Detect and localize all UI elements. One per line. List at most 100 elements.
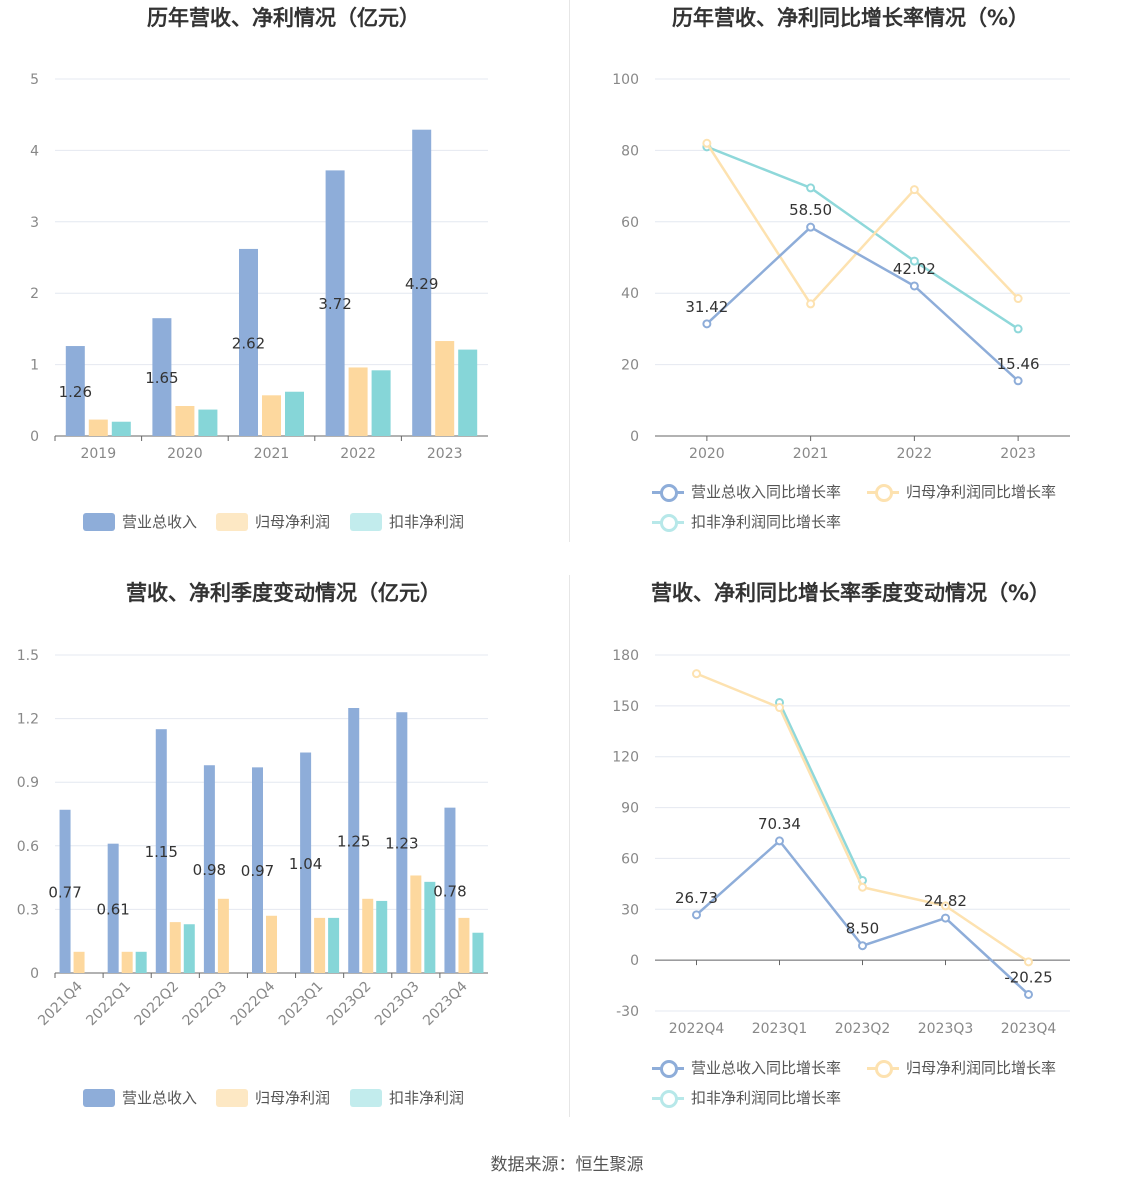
bar bbox=[152, 318, 172, 436]
y-tick-label: 60 bbox=[621, 851, 639, 867]
data-label: 4.29 bbox=[405, 275, 438, 293]
data-label: 42.02 bbox=[893, 260, 936, 278]
panel-divider-bottom bbox=[569, 575, 570, 1117]
y-tick-label: 0 bbox=[630, 953, 639, 969]
legend-item-revenue-growth[interactable]: 营业总收入同比增长率 bbox=[652, 1057, 841, 1078]
bar bbox=[458, 349, 478, 436]
y-tick-label: 60 bbox=[621, 215, 639, 231]
legend-item-deducted-growth[interactable]: 扣非净利润同比增长率 bbox=[652, 511, 841, 532]
legend-swatch bbox=[83, 1088, 115, 1107]
data-label: 1.04 bbox=[289, 855, 322, 873]
data-point bbox=[909, 256, 919, 266]
bar bbox=[111, 421, 131, 436]
x-tick-label: 2023Q1 bbox=[276, 979, 327, 1030]
data-point bbox=[1024, 957, 1033, 967]
legend-swatch bbox=[216, 1088, 248, 1107]
data-point bbox=[692, 910, 701, 920]
data-label: 1.26 bbox=[59, 383, 92, 401]
data-point bbox=[1024, 989, 1033, 999]
x-tick-label: 2023Q4 bbox=[420, 978, 471, 1029]
bar bbox=[203, 765, 215, 973]
y-tick-label: 1.5 bbox=[17, 648, 39, 664]
data-label: 58.50 bbox=[789, 201, 832, 219]
data-point bbox=[858, 941, 867, 951]
x-tick-label: 2021 bbox=[254, 446, 290, 462]
bar bbox=[314, 917, 326, 973]
series-line bbox=[778, 701, 864, 881]
series-line bbox=[706, 225, 1019, 382]
quarterly-growth-rate-chart: 营收、净利同比增长率季度变动情况（%） -30 0 30 60 90 120 150 180 2… bbox=[567, 575, 1134, 1150]
data-label: 0.78 bbox=[433, 882, 466, 900]
data-label: 31.42 bbox=[685, 298, 728, 316]
legend-label: 扣非净利润 bbox=[389, 1089, 465, 1107]
data-label: 26.73 bbox=[675, 889, 718, 907]
legend-item-netprofit[interactable]: 归母净利润 bbox=[216, 1087, 330, 1108]
y-tick-label: 120 bbox=[612, 750, 639, 766]
bar bbox=[376, 900, 388, 973]
quarterly-revenue-profit-chart: 营收、净利季度变动情况（亿元） 0 0.3 0.6 0.9 1.2 1.5 2021Q4 0.… bbox=[0, 575, 567, 1150]
legend-item-revenue[interactable]: 营业总收入 bbox=[83, 1087, 197, 1108]
bar bbox=[458, 917, 470, 973]
bar bbox=[444, 807, 456, 973]
legend-item-netprofit-growth[interactable]: 归母净利润同比增长率 bbox=[867, 1057, 1056, 1078]
x-tick-label: 2023 bbox=[1000, 446, 1036, 462]
y-tick-label: 0.3 bbox=[17, 902, 39, 918]
y-tick-label: -30 bbox=[616, 1004, 639, 1020]
data-point bbox=[692, 669, 701, 679]
x-tick-label: 2023 bbox=[427, 446, 463, 462]
bar bbox=[239, 248, 258, 436]
x-tick-label: 2020 bbox=[167, 446, 203, 462]
panel-divider-top bbox=[569, 0, 570, 542]
x-tick-label: 2019 bbox=[80, 446, 116, 462]
legend-item-deducted-growth[interactable]: 扣非净利润同比增长率 bbox=[652, 1087, 841, 1108]
legend-item-netprofit-growth[interactable]: 归母净利润同比增长率 bbox=[867, 481, 1056, 502]
y-tick-label: 0 bbox=[30, 429, 39, 445]
bar bbox=[217, 898, 229, 973]
bar bbox=[252, 767, 263, 973]
x-tick-label: 2020 bbox=[689, 446, 725, 462]
data-point bbox=[1013, 324, 1023, 334]
data-label: 70.34 bbox=[758, 815, 801, 833]
chart-svg: 0 1 2 3 4 5 2019 1.26 2020 1.65 2021 2.62 2022 3.72 20… bbox=[30, 72, 488, 462]
data-label: 0.61 bbox=[96, 900, 129, 918]
data-label: -20.25 bbox=[1004, 968, 1052, 986]
x-tick-label: 2022Q2 bbox=[132, 979, 183, 1030]
y-tick-label: 0.9 bbox=[17, 775, 39, 791]
legend-item-netprofit[interactable]: 归母净利润 bbox=[216, 511, 330, 532]
legend-label: 扣非净利润 bbox=[389, 513, 465, 531]
y-tick-label: 100 bbox=[612, 72, 639, 88]
y-tick-label: 180 bbox=[612, 648, 639, 664]
bar bbox=[175, 406, 195, 436]
x-tick-label: 2023Q3 bbox=[372, 979, 423, 1030]
data-label: 2.62 bbox=[232, 334, 265, 352]
data-point bbox=[858, 882, 867, 892]
data-point bbox=[909, 281, 919, 291]
legend-label: 营业总收入同比增长率 bbox=[691, 483, 842, 501]
bar bbox=[121, 951, 133, 973]
y-tick-label: 0 bbox=[30, 966, 39, 982]
legend-swatch bbox=[867, 1059, 899, 1078]
y-tick-label: 5 bbox=[30, 72, 39, 88]
y-tick-label: 3 bbox=[30, 215, 39, 231]
bar bbox=[435, 341, 455, 436]
bar bbox=[371, 370, 391, 436]
bar bbox=[107, 843, 119, 973]
bar bbox=[325, 170, 345, 436]
data-point bbox=[702, 138, 712, 148]
data-label: 3.72 bbox=[318, 295, 351, 313]
x-tick-label: 2022 bbox=[340, 446, 376, 462]
legend-item-revenue-growth[interactable]: 营业总收入同比增长率 bbox=[652, 481, 841, 502]
legend-item-deducted[interactable]: 扣非净利润 bbox=[350, 511, 464, 532]
y-tick-label: 150 bbox=[612, 699, 639, 715]
legend-item-deducted[interactable]: 扣非净利润 bbox=[350, 1087, 464, 1108]
data-label: 1.23 bbox=[385, 835, 418, 853]
bar bbox=[262, 395, 281, 436]
legend-item-revenue[interactable]: 营业总收入 bbox=[83, 511, 197, 532]
legend-swatch bbox=[350, 1088, 382, 1107]
x-tick-label: 2023Q4 bbox=[1001, 1021, 1057, 1037]
bar bbox=[362, 898, 374, 973]
x-tick-label: 2023Q2 bbox=[835, 1021, 891, 1037]
x-tick-label: 2023Q1 bbox=[752, 1021, 808, 1037]
data-label: 1.15 bbox=[145, 843, 178, 861]
bar bbox=[412, 129, 432, 436]
